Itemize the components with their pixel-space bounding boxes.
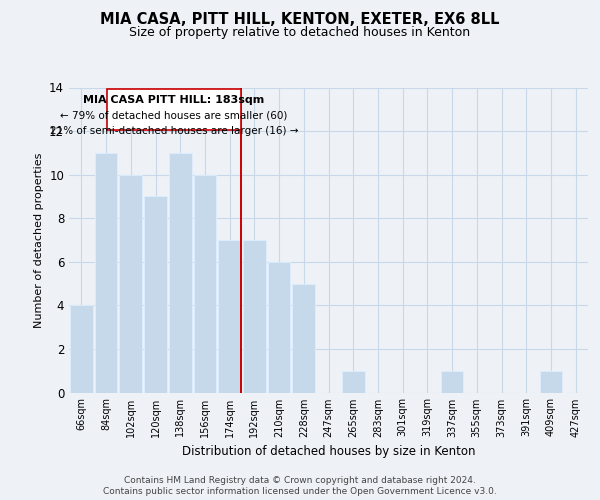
Bar [95, 153, 118, 392]
Text: MIA CASA PITT HILL: 183sqm: MIA CASA PITT HILL: 183sqm [83, 95, 265, 105]
Bar [119, 174, 142, 392]
Bar [342, 370, 365, 392]
Text: MIA CASA, PITT HILL, KENTON, EXETER, EX6 8LL: MIA CASA, PITT HILL, KENTON, EXETER, EX6… [100, 12, 500, 28]
X-axis label: Distribution of detached houses by size in Kenton: Distribution of detached houses by size … [182, 445, 475, 458]
Bar [292, 284, 315, 393]
Y-axis label: Number of detached properties: Number of detached properties [34, 152, 44, 328]
Bar [144, 196, 167, 392]
Bar [169, 153, 191, 392]
Text: 21% of semi-detached houses are larger (16) →: 21% of semi-detached houses are larger (… [50, 126, 298, 136]
Text: Contains public sector information licensed under the Open Government Licence v3: Contains public sector information licen… [103, 487, 497, 496]
Bar [70, 306, 93, 392]
Bar [243, 240, 266, 392]
Text: ← 79% of detached houses are smaller (60): ← 79% of detached houses are smaller (60… [61, 110, 288, 120]
Bar [539, 370, 562, 392]
FancyBboxPatch shape [107, 88, 241, 130]
Bar [194, 174, 216, 392]
Text: Size of property relative to detached houses in Kenton: Size of property relative to detached ho… [130, 26, 470, 39]
Bar [441, 370, 463, 392]
Bar [218, 240, 241, 392]
Bar [268, 262, 290, 392]
Text: Contains HM Land Registry data © Crown copyright and database right 2024.: Contains HM Land Registry data © Crown c… [124, 476, 476, 485]
